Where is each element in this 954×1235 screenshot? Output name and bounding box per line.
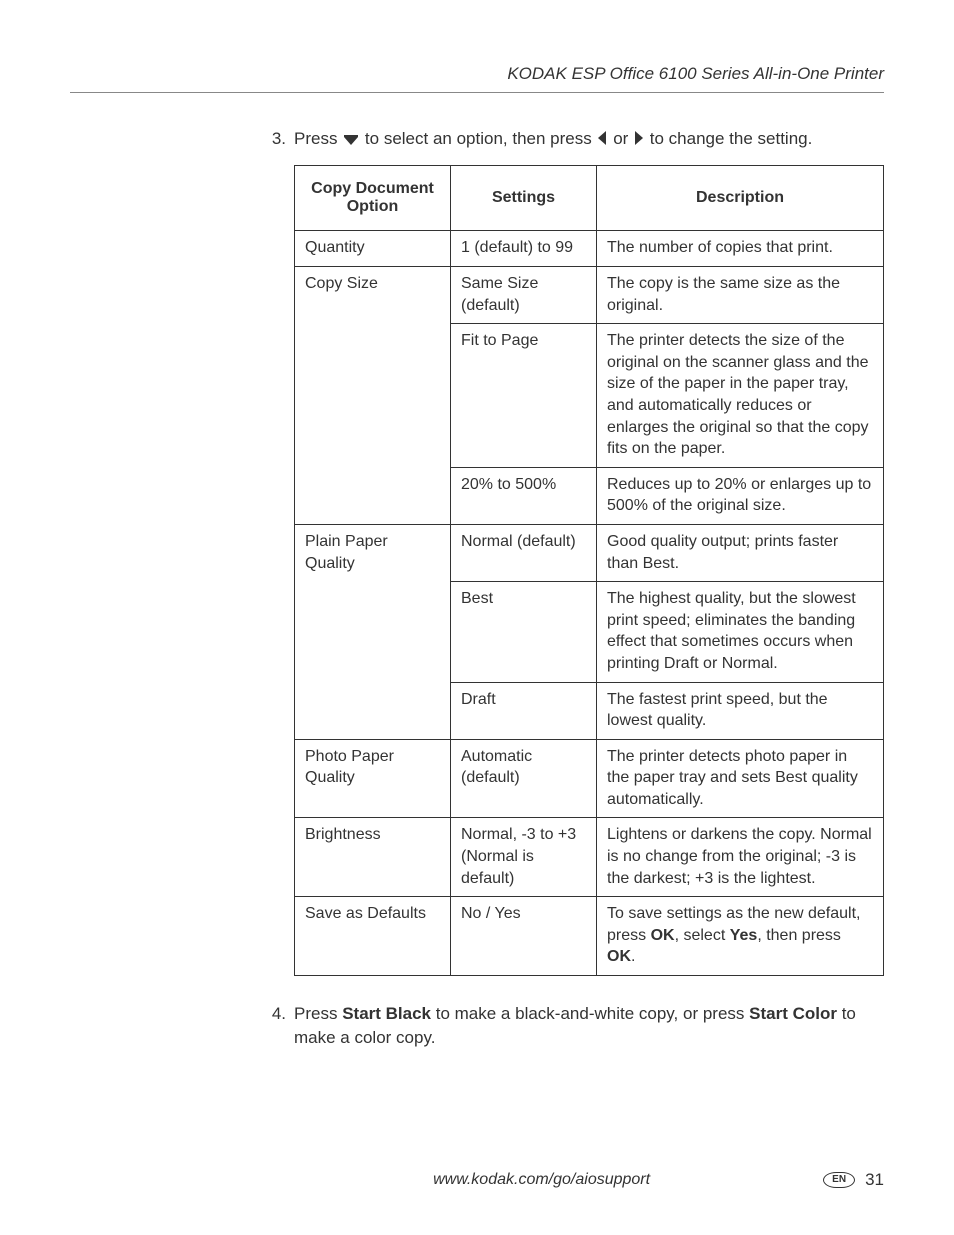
- cell-setting: Same Size (default): [451, 267, 597, 324]
- text-fragment: Press: [294, 129, 342, 148]
- cell-option: Brightness: [295, 818, 451, 897]
- cell-description: To save settings as the new default, pre…: [597, 897, 884, 976]
- cell-option: Copy Size: [295, 267, 451, 525]
- table-row: Photo Paper Quality Automatic (default) …: [295, 739, 884, 818]
- table-row: Plain Paper Quality Normal (default) Goo…: [295, 524, 884, 581]
- step-text: Press to select an option, then press or…: [294, 127, 884, 151]
- cell-description: Reduces up to 20% or enlarges up to 500%…: [597, 467, 884, 524]
- text-fragment: Press: [294, 1004, 342, 1023]
- cell-setting: Normal (default): [451, 524, 597, 581]
- language-badge: EN: [823, 1172, 855, 1188]
- text-fragment: to select an option, then press: [365, 129, 597, 148]
- step-number: 4.: [260, 1002, 286, 1050]
- cell-description: The printer detects photo paper in the p…: [597, 739, 884, 818]
- instruction-step-4: 4. Press Start Black to make a black-and…: [260, 1002, 884, 1050]
- cell-setting: Draft: [451, 682, 597, 739]
- step-number: 3.: [260, 127, 286, 151]
- cell-setting: 1 (default) to 99: [451, 231, 597, 267]
- column-header-description: Description: [597, 166, 884, 231]
- options-table: Copy Document Option Settings Descriptio…: [294, 165, 884, 976]
- step-text: Press Start Black to make a black-and-wh…: [294, 1002, 884, 1050]
- table-row: Save as Defaults No / Yes To save settin…: [295, 897, 884, 976]
- cell-option: Plain Paper Quality: [295, 524, 451, 739]
- column-header-settings: Settings: [451, 166, 597, 231]
- cell-description: Good quality output; prints faster than …: [597, 524, 884, 581]
- bold-text: Start Black: [342, 1004, 431, 1023]
- cell-setting: Automatic (default): [451, 739, 597, 818]
- cell-setting: No / Yes: [451, 897, 597, 976]
- page-content: 3. Press to select an option, then press…: [70, 127, 884, 1170]
- cell-description: The fastest print speed, but the lowest …: [597, 682, 884, 739]
- header-title: KODAK ESP Office 6100 Series All-in-One …: [507, 64, 884, 83]
- cell-description: The highest quality, but the slowest pri…: [597, 582, 884, 682]
- text-fragment: , select: [675, 927, 730, 944]
- column-header-option: Copy Document Option: [295, 166, 451, 231]
- footer-right: EN 31: [823, 1170, 884, 1190]
- bold-text: OK: [651, 927, 675, 944]
- left-arrow-icon: [598, 128, 606, 152]
- table-row: Brightness Normal, -3 to +3 (Normal is d…: [295, 818, 884, 897]
- bold-text: Start Color: [749, 1004, 837, 1023]
- down-arrow-icon: [344, 128, 358, 152]
- bold-text: OK: [607, 948, 631, 965]
- cell-description: The number of copies that print.: [597, 231, 884, 267]
- table-header-row: Copy Document Option Settings Descriptio…: [295, 166, 884, 231]
- cell-option: Quantity: [295, 231, 451, 267]
- table-row: Copy Size Same Size (default) The copy i…: [295, 267, 884, 324]
- text-fragment: or: [613, 129, 633, 148]
- text-fragment: to make a black-and-white copy, or press: [431, 1004, 749, 1023]
- text-fragment: , then press: [757, 927, 841, 944]
- cell-option: Save as Defaults: [295, 897, 451, 976]
- footer-url: www.kodak.com/go/aiosupport: [260, 1171, 823, 1189]
- cell-description: The copy is the same size as the origina…: [597, 267, 884, 324]
- cell-setting: 20% to 500%: [451, 467, 597, 524]
- right-arrow-icon: [635, 128, 643, 152]
- text-fragment: .: [631, 948, 635, 965]
- cell-setting: Best: [451, 582, 597, 682]
- document-page: KODAK ESP Office 6100 Series All-in-One …: [0, 0, 954, 1235]
- page-footer: www.kodak.com/go/aiosupport EN 31: [70, 1170, 884, 1190]
- cell-setting: Fit to Page: [451, 324, 597, 468]
- cell-description: The printer detects the size of the orig…: [597, 324, 884, 468]
- page-number: 31: [865, 1170, 884, 1190]
- bold-text: Yes: [730, 927, 758, 944]
- cell-option: Photo Paper Quality: [295, 739, 451, 818]
- cell-setting: Normal, -3 to +3 (Normal is default): [451, 818, 597, 897]
- instruction-step-3: 3. Press to select an option, then press…: [260, 127, 884, 151]
- text-fragment: to change the setting.: [650, 129, 813, 148]
- cell-description: Lightens or darkens the copy. Normal is …: [597, 818, 884, 897]
- page-header: KODAK ESP Office 6100 Series All-in-One …: [70, 64, 884, 93]
- table-row: Quantity 1 (default) to 99 The number of…: [295, 231, 884, 267]
